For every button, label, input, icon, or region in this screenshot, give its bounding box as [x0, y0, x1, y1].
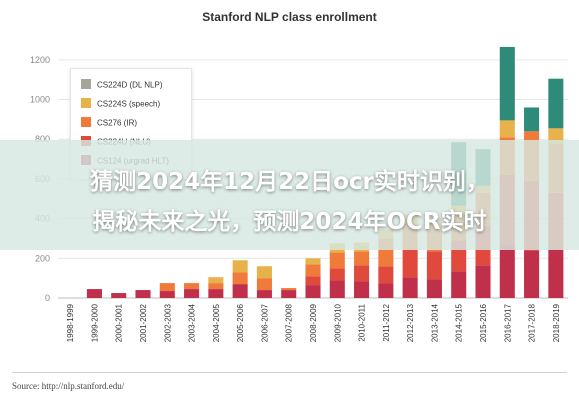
- bar-segment: [159, 291, 175, 298]
- watermark-band: [0, 140, 579, 250]
- bar-segment: [111, 293, 127, 298]
- x-tick-label: 2018-2019: [552, 303, 561, 342]
- bar-segment: [475, 265, 491, 298]
- x-tick-label: 2014-2015: [455, 303, 464, 342]
- watermark-text-line-1: 猜测2024年12月22日ocr实时识别，: [90, 169, 489, 195]
- x-tick-labels: 1998-1999 1999-2000 2000-2001 2001-2002 2002…: [66, 303, 561, 342]
- bar-segment: [281, 290, 297, 298]
- x-tick-label: 2016-2017: [503, 303, 512, 342]
- bar-segment: [256, 290, 272, 298]
- source-caption: Source: http://nlp.stanford.edu/: [12, 381, 125, 391]
- legend-label: CS224S (speech): [97, 100, 160, 109]
- legend-swatch: [81, 79, 91, 89]
- legend-swatch: [81, 117, 91, 127]
- bar-segment: [305, 264, 321, 277]
- x-tick-label: 2008-2009: [309, 303, 318, 342]
- bar-segment: [305, 276, 321, 286]
- bar-segment: [402, 277, 418, 298]
- chart-title: Stanford NLP class enrollment: [202, 10, 377, 24]
- bar-segment: [208, 277, 224, 284]
- legend-label: CS224D (DL NLP): [97, 81, 163, 90]
- x-tick-label: 2001-2002: [139, 303, 148, 342]
- x-tick-label: 2002-2003: [163, 303, 172, 342]
- bar-segment: [499, 46, 515, 121]
- bar-segment: [354, 265, 370, 282]
- y-tick-label: 1200: [30, 55, 50, 65]
- bar-segment: [499, 244, 515, 298]
- x-tick-label: 2005-2006: [236, 303, 245, 342]
- x-tick-label: 2010-2011: [358, 303, 367, 341]
- y-tick-label: 800: [35, 134, 50, 144]
- bar-segment: [329, 252, 345, 269]
- bar-segment: [354, 281, 370, 298]
- source-divider: [12, 372, 567, 373]
- bar-segment: [232, 284, 248, 298]
- bar-segment: [184, 289, 200, 298]
- x-tick-label: 2009-2010: [333, 303, 342, 342]
- bar-segment: [524, 250, 540, 298]
- watermark-text-line-2: 揭秘未来之光，预测2024年OCR实时: [92, 209, 487, 235]
- bar-segment: [329, 280, 345, 298]
- bar-segment: [305, 258, 321, 265]
- bar-segment: [548, 128, 564, 144]
- bar-segment: [232, 260, 248, 273]
- y-tick-label: 1000: [30, 95, 50, 105]
- bar-segment: [524, 107, 540, 132]
- bar-segment: [208, 289, 224, 298]
- x-tick-label: 2015-2016: [479, 303, 488, 342]
- bar-segment: [451, 271, 467, 298]
- bar-segment: [135, 290, 151, 298]
- x-tick-label: 2011-2012: [382, 303, 391, 341]
- x-tick-label: 2003-2004: [188, 303, 197, 342]
- bar-segment: [354, 251, 370, 266]
- bar-segment: [256, 266, 272, 279]
- x-tick-label: 2004-2005: [212, 303, 221, 342]
- x-tick-label: 1999-2000: [90, 303, 99, 342]
- x-tick-label: 2007-2008: [285, 303, 294, 342]
- bar-segment: [281, 288, 297, 291]
- bar-segment: [329, 268, 345, 281]
- bar-segment: [184, 283, 200, 290]
- bar-segment: [208, 283, 224, 290]
- bar-segment: [86, 289, 102, 298]
- x-tick-label: 2012-2013: [406, 303, 415, 342]
- bar-segment: [378, 283, 394, 298]
- x-tick-label: 1998-1999: [66, 303, 75, 342]
- y-tick-label: 0: [45, 293, 50, 303]
- x-tick-label: 2006-2007: [260, 303, 269, 342]
- bar-segment: [256, 278, 272, 291]
- bar-segment: [548, 78, 564, 129]
- bar-segment: [159, 283, 175, 292]
- bar-segment: [232, 272, 248, 285]
- bar-segment: [548, 248, 564, 298]
- bar-segment: [426, 279, 442, 298]
- bar-segment: [402, 249, 418, 278]
- bar-segment: [499, 120, 515, 138]
- bar-segment: [378, 266, 394, 284]
- x-tick-label: 2000-2001: [115, 303, 124, 342]
- bar-segment: [426, 251, 442, 280]
- legend-swatch: [81, 98, 91, 108]
- x-tick-label: 2017-2018: [528, 303, 537, 342]
- x-tick-label: 2013-2014: [430, 303, 439, 342]
- legend-label: CS276 (IR): [97, 119, 137, 128]
- y-tick-label: 200: [35, 253, 50, 263]
- bar-segment: [305, 285, 321, 298]
